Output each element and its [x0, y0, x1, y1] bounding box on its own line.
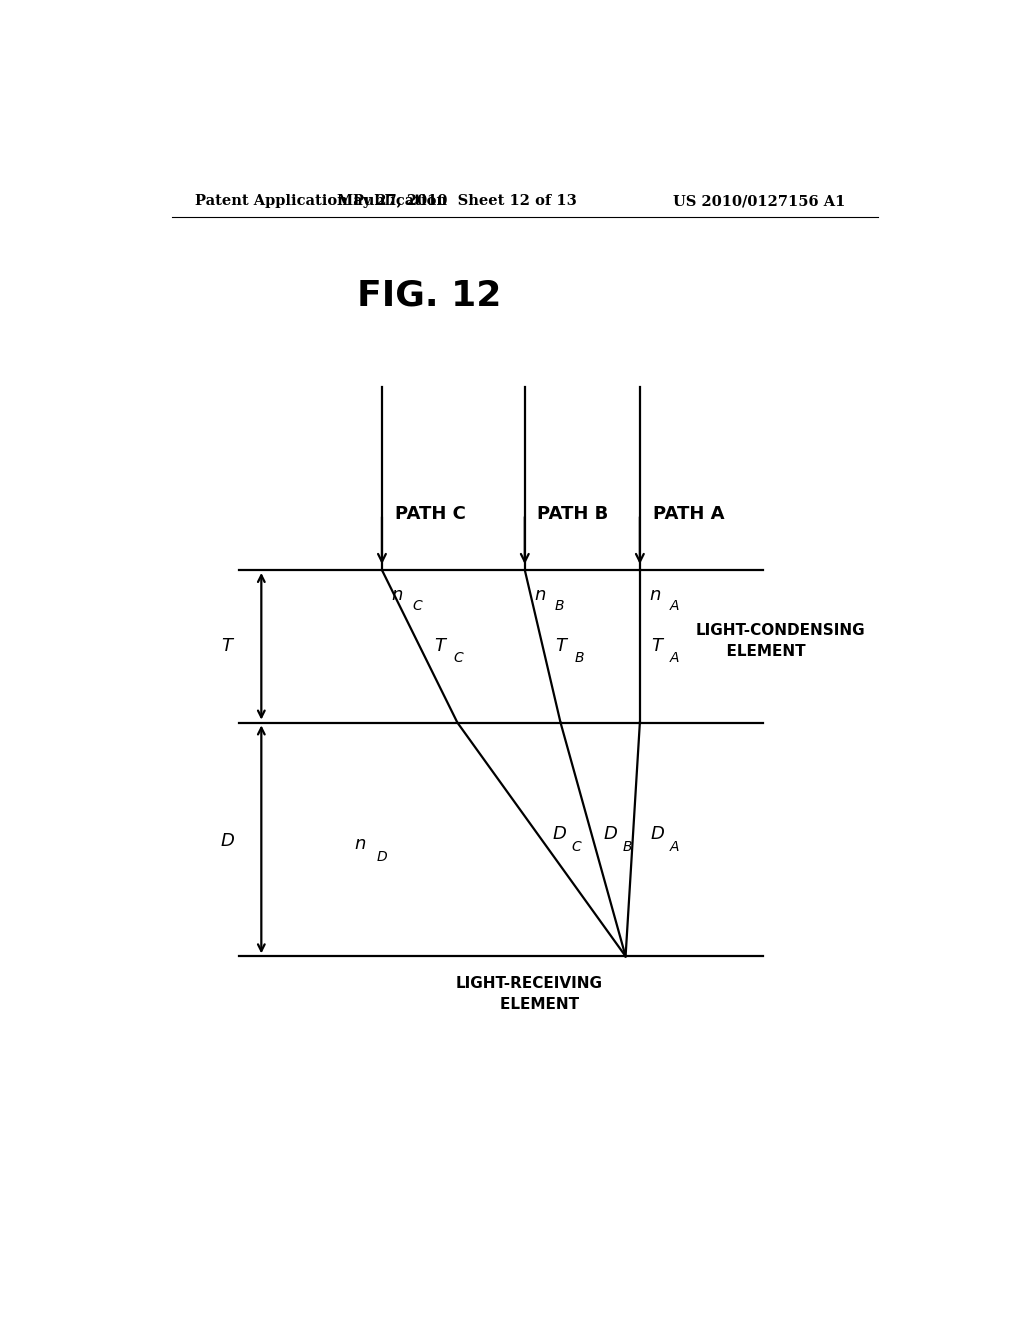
Text: T: T	[434, 638, 445, 655]
Text: n: n	[354, 836, 366, 854]
Text: PATH B: PATH B	[538, 506, 608, 523]
Text: D: D	[220, 833, 234, 850]
Text: C: C	[412, 598, 422, 612]
Text: n: n	[649, 586, 660, 605]
Text: PATH A: PATH A	[652, 506, 724, 523]
Text: C: C	[453, 652, 463, 665]
Text: n: n	[391, 586, 402, 605]
Text: US 2010/0127156 A1: US 2010/0127156 A1	[673, 194, 845, 209]
Text: PATH C: PATH C	[394, 506, 466, 523]
Text: D: D	[377, 850, 387, 863]
Text: May 27, 2010  Sheet 12 of 13: May 27, 2010 Sheet 12 of 13	[338, 194, 578, 209]
Text: LIGHT-CONDENSING
      ELEMENT: LIGHT-CONDENSING ELEMENT	[695, 623, 865, 659]
Text: T: T	[651, 638, 662, 655]
Text: D: D	[651, 825, 665, 843]
Text: A: A	[670, 840, 680, 854]
Text: n: n	[535, 586, 546, 605]
Text: LIGHT-RECEIVING
    ELEMENT: LIGHT-RECEIVING ELEMENT	[456, 975, 602, 1012]
Text: FIG. 12: FIG. 12	[357, 279, 502, 313]
Text: T: T	[222, 638, 232, 655]
Text: D: D	[553, 825, 566, 843]
Text: B: B	[623, 840, 632, 854]
Text: C: C	[571, 840, 582, 854]
Text: T: T	[555, 638, 566, 655]
Text: Patent Application Publication: Patent Application Publication	[196, 194, 447, 209]
Text: D: D	[603, 825, 617, 843]
Text: A: A	[670, 652, 680, 665]
Text: A: A	[670, 598, 680, 612]
Text: B: B	[555, 598, 564, 612]
Text: B: B	[574, 652, 584, 665]
